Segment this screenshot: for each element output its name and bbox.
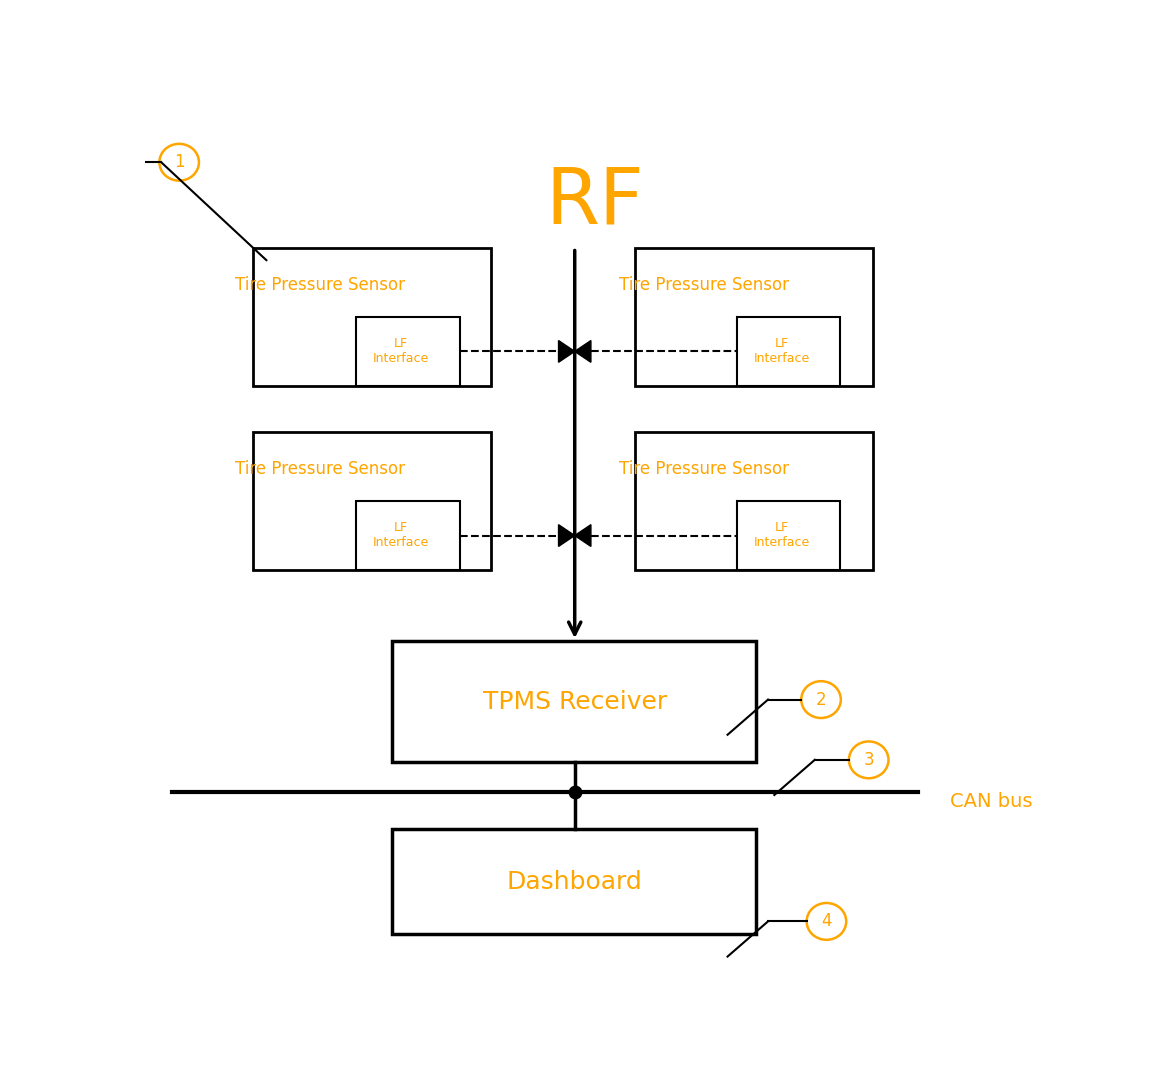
- Bar: [253, 248, 491, 386]
- Text: Tire Pressure Sensor: Tire Pressure Sensor: [235, 461, 405, 478]
- Bar: [635, 432, 873, 570]
- Bar: [356, 317, 459, 386]
- Text: 1: 1: [174, 153, 184, 172]
- Polygon shape: [574, 525, 590, 547]
- Text: 2: 2: [815, 690, 826, 709]
- Text: LF
Interface: LF Interface: [753, 521, 810, 549]
- Text: Tire Pressure Sensor: Tire Pressure Sensor: [235, 276, 405, 295]
- Polygon shape: [559, 340, 574, 362]
- Text: CAN bus: CAN bus: [950, 792, 1032, 811]
- Text: TPMS Receiver: TPMS Receiver: [483, 689, 667, 714]
- Bar: [635, 248, 873, 386]
- Text: Tire Pressure Sensor: Tire Pressure Sensor: [619, 276, 789, 295]
- Bar: [737, 317, 840, 386]
- Text: RF: RF: [545, 163, 644, 239]
- Text: Tire Pressure Sensor: Tire Pressure Sensor: [619, 461, 789, 478]
- Polygon shape: [559, 525, 574, 547]
- Text: LF
Interface: LF Interface: [753, 337, 810, 364]
- Text: Dashboard: Dashboard: [507, 870, 643, 894]
- Text: 3: 3: [863, 751, 873, 769]
- Polygon shape: [574, 340, 590, 362]
- Bar: [392, 641, 756, 762]
- Text: LF
Interface: LF Interface: [374, 521, 429, 549]
- Text: LF
Interface: LF Interface: [374, 337, 429, 364]
- Bar: [392, 829, 756, 934]
- Text: 4: 4: [821, 912, 832, 930]
- Bar: [737, 501, 840, 570]
- Bar: [356, 501, 459, 570]
- Bar: [253, 432, 491, 570]
